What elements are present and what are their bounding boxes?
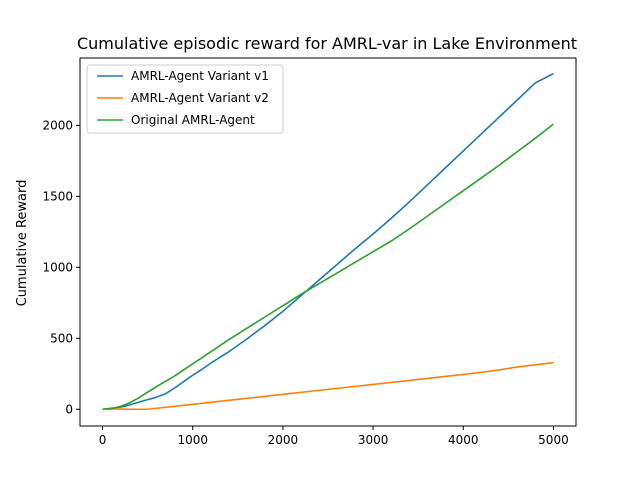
x-tick-label-6: 5000 bbox=[538, 433, 569, 447]
plot-frame bbox=[79, 57, 577, 427]
ticks-layer: 0 1000 2000 3000 4000 5000 0 500 1000 1500 2000 bbox=[42, 118, 568, 447]
legend-label-3: Original AMRL-Agent bbox=[131, 113, 255, 127]
x-tick-label-5: 4000 bbox=[448, 433, 479, 447]
legend-label-2: AMRL-Agent Variant v2 bbox=[131, 91, 269, 105]
legend-box bbox=[86, 64, 284, 134]
series-layer bbox=[102, 72, 554, 411]
y-tick-label-2: 500 bbox=[50, 331, 73, 345]
y-tick-label-4: 1500 bbox=[42, 189, 73, 203]
legend-label-1: AMRL-Agent Variant v1 bbox=[131, 69, 269, 83]
y-tick-label-5: 2000 bbox=[42, 118, 73, 132]
y-tick-label-1: 0 bbox=[65, 402, 73, 416]
x-tick-label-1: 0 bbox=[99, 433, 107, 447]
y-tick-label-3: 1000 bbox=[42, 260, 73, 274]
series-line-1 bbox=[102, 72, 554, 411]
y-axis-label: Cumulative Reward bbox=[15, 180, 30, 307]
chart-title: Cumulative episodic reward for AMRL-var … bbox=[77, 34, 577, 53]
series-line-2 bbox=[102, 361, 554, 411]
x-tick-label-2: 1000 bbox=[177, 433, 208, 447]
x-tick-label-4: 3000 bbox=[358, 433, 389, 447]
series-line-3 bbox=[102, 123, 554, 411]
x-tick-label-3: 2000 bbox=[268, 433, 299, 447]
legend: AMRL-Agent Variant v1 AMRL-Agent Variant … bbox=[86, 64, 284, 134]
